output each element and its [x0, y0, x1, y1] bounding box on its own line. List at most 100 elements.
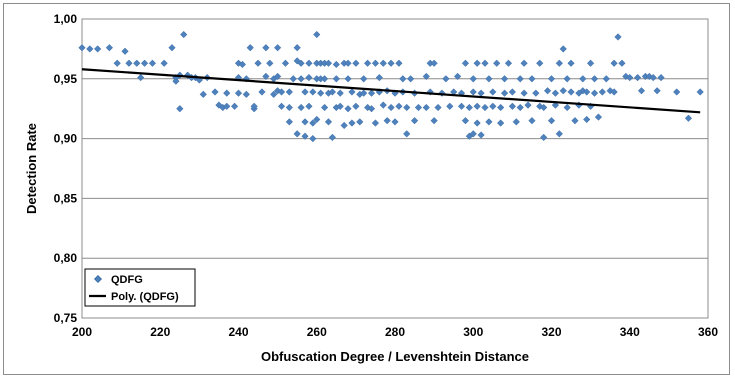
- data-point: [273, 72, 282, 81]
- data-point: [540, 133, 548, 142]
- data-point: [86, 45, 94, 53]
- data-point: [500, 75, 509, 83]
- data-point: [277, 88, 286, 96]
- data-point: [567, 59, 575, 67]
- data-point: [309, 119, 317, 127]
- data-point: [547, 117, 556, 125]
- data-point: [336, 89, 344, 97]
- legend-label-qdfg: QDFG: [111, 274, 143, 286]
- data-point: [567, 88, 575, 96]
- data-point: [105, 44, 114, 52]
- data-point: [579, 87, 587, 95]
- data-point: [602, 75, 610, 83]
- data-point: [301, 118, 309, 126]
- data-point: [653, 87, 661, 95]
- data-point: [395, 59, 403, 67]
- data-point: [383, 117, 391, 125]
- data-point: [324, 59, 333, 67]
- data-point: [395, 102, 403, 110]
- data-point: [465, 103, 473, 112]
- data-point: [242, 90, 250, 99]
- data-point: [121, 47, 129, 55]
- data-point: [563, 103, 571, 112]
- data-point: [473, 102, 481, 110]
- data-point: [180, 30, 188, 39]
- data-point: [293, 44, 301, 52]
- data-point: [176, 105, 184, 113]
- y-tick-labels: 0,75 0,80 0,85 0,90 0,95 1,00: [54, 12, 78, 325]
- data-point: [230, 102, 239, 110]
- y-tick-label: 0,90: [54, 132, 78, 146]
- data-point: [387, 103, 395, 112]
- data-point: [594, 113, 603, 121]
- data-point: [352, 102, 360, 110]
- x-axis-title: Obfuscation Degree / Levenshtein Distanc…: [261, 349, 529, 364]
- data-point: [520, 59, 528, 67]
- x-tick-labels: 200 220 240 260 280 300 320 340 360: [72, 325, 718, 339]
- data-point: [590, 89, 599, 97]
- data-point: [551, 89, 560, 97]
- data-point: [540, 103, 548, 112]
- data-point: [583, 115, 591, 124]
- data-point: [363, 59, 372, 67]
- data-point: [453, 72, 462, 81]
- data-point: [516, 103, 524, 112]
- data-point: [297, 75, 305, 83]
- data-point: [434, 103, 442, 112]
- data-point: [571, 117, 579, 125]
- data-point: [551, 101, 560, 109]
- data-point: [238, 60, 247, 69]
- data-point: [469, 88, 477, 96]
- data-point: [305, 102, 313, 110]
- y-tick-label: 0,80: [54, 251, 78, 265]
- data-point: [379, 59, 387, 67]
- data-point: [399, 75, 407, 83]
- data-point: [344, 105, 352, 113]
- data-point: [183, 71, 192, 79]
- data-point: [485, 118, 493, 126]
- data-point: [273, 87, 282, 95]
- data-point: [559, 87, 567, 95]
- data-point: [320, 103, 329, 112]
- data-point: [262, 72, 270, 81]
- data-point: [168, 44, 176, 52]
- data-point: [508, 88, 517, 96]
- data-point: [485, 75, 493, 83]
- data-point: [301, 88, 309, 96]
- data-point: [500, 89, 509, 97]
- data-point: [547, 75, 556, 83]
- data-point: [477, 89, 485, 97]
- data-point: [696, 88, 704, 96]
- data-point: [536, 102, 544, 110]
- data-point: [489, 88, 497, 96]
- legend: QDFG Poly. (QDFG): [84, 268, 196, 307]
- data-point: [559, 45, 567, 53]
- data-point: [403, 130, 411, 138]
- data-point: [614, 33, 622, 41]
- data-point: [133, 59, 141, 67]
- data-point: [223, 89, 231, 97]
- data-point: [301, 132, 309, 140]
- data-point: [223, 102, 231, 110]
- data-point: [508, 102, 517, 110]
- y-tick-label: 0,75: [54, 311, 78, 325]
- data-point: [172, 77, 180, 85]
- data-point: [367, 89, 376, 97]
- data-point: [504, 59, 513, 67]
- data-point: [270, 90, 278, 99]
- data-point: [328, 88, 337, 96]
- legend-box: [84, 268, 196, 307]
- data-point: [313, 115, 321, 124]
- data-point: [305, 59, 313, 67]
- data-point: [673, 88, 681, 96]
- data-point: [160, 59, 168, 67]
- data-point: [496, 103, 505, 112]
- x-tick-label: 200: [72, 325, 92, 339]
- data-point: [254, 59, 262, 67]
- data-point: [536, 59, 544, 67]
- data-point: [293, 130, 301, 138]
- data-point: [360, 75, 368, 83]
- legend-marker-qdfg: [93, 274, 103, 284]
- data-point: [297, 59, 305, 67]
